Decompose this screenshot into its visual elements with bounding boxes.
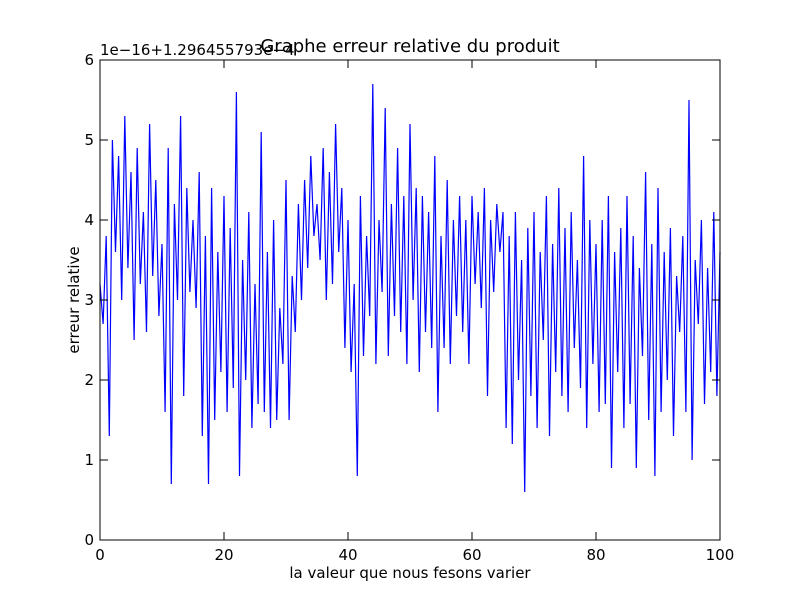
x-axis-label: la valeur que nous fesons varier bbox=[289, 564, 531, 582]
x-tick-label: 40 bbox=[338, 546, 357, 564]
y-axis-label: erreur relative bbox=[65, 246, 83, 353]
y-tick-label: 2 bbox=[84, 371, 94, 389]
y-tick-label: 1 bbox=[84, 451, 94, 469]
chart-title: Graphe erreur relative du produit bbox=[260, 36, 559, 57]
y-tick-label: 4 bbox=[84, 211, 94, 229]
y-tick-label: 0 bbox=[84, 531, 94, 549]
y-tick-label: 5 bbox=[84, 131, 94, 149]
y-tick-label: 3 bbox=[84, 291, 94, 309]
x-tick-label: 60 bbox=[462, 546, 481, 564]
offset-label: 1e−16+1.296455793e−4 bbox=[100, 41, 295, 59]
x-tick-label: 0 bbox=[95, 546, 105, 564]
series-line bbox=[99, 83, 721, 493]
x-axis: 0 20 40 60 80 100 bbox=[95, 60, 734, 564]
y-axis: 0 1 2 3 4 5 6 bbox=[84, 51, 720, 549]
plot-area bbox=[99, 83, 721, 493]
x-tick-label: 80 bbox=[586, 546, 605, 564]
x-tick-label: 20 bbox=[214, 546, 233, 564]
y-tick-label: 6 bbox=[84, 51, 94, 69]
x-tick-label: 100 bbox=[706, 546, 735, 564]
